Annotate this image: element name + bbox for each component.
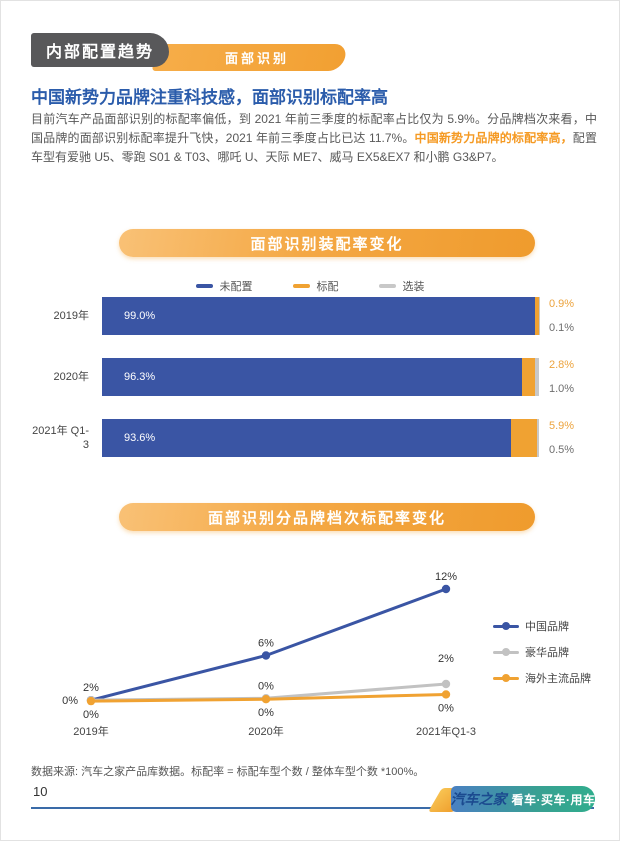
point-value-label: 2%	[438, 653, 454, 665]
data-point	[441, 690, 451, 699]
legend-label: 豪华品牌	[525, 647, 569, 659]
legend-line-swatch-icon	[493, 674, 519, 682]
bar-segment	[534, 358, 539, 396]
bar-segment	[534, 297, 539, 335]
legend-item: 海外主流品牌	[493, 665, 591, 691]
bar-row: 2019年 99.0% 0.9% 0.1%	[31, 297, 591, 335]
legend-label: 中国品牌	[525, 621, 569, 633]
bar-side-labels: 2.8% 1.0%	[539, 359, 591, 395]
bar-row: 2020年 96.3% 2.8% 1.0%	[31, 358, 591, 396]
legend-swatch-icon	[292, 284, 310, 288]
section-heading: 中国新势力品牌注重科技感，面部识别标配率高	[31, 88, 388, 107]
legend-label: 海外主流品牌	[525, 673, 591, 685]
brand-logo: 汽车之家 看车·买车·用车	[451, 786, 595, 812]
bar-value-label: 1.0%	[549, 383, 575, 395]
primary-tab: 内部配置趋势	[31, 33, 169, 67]
legend-label: 标配	[316, 281, 339, 293]
bar-category-label: 2019年	[53, 310, 89, 322]
line-chart-svg: 2% 6% 12% 0% 0% 2% 0% 0% 0% 2019年 2020年 2021年Q1-3	[62, 571, 476, 738]
point-value-label: 0%	[258, 680, 274, 692]
bar-chart-legend: 未配置 标配 选装	[1, 278, 619, 294]
bar-side-labels: 0.9% 0.1%	[539, 298, 591, 334]
primary-tab-label: 内部配置趋势	[45, 44, 154, 61]
bar-chart: 2019年 99.0% 0.9% 0.1% 2020年 96.3% 2.8% 1.0% 2021…	[31, 297, 591, 480]
data-point	[261, 651, 271, 660]
bar-segment	[511, 419, 537, 457]
data-point	[86, 696, 96, 706]
bar-chart-title: 面部识别装配率变化	[250, 235, 404, 253]
page-number: 10	[33, 784, 48, 799]
bar-value-label: 93.6%	[124, 432, 156, 444]
brand-logo-tagline: 看车·买车·用车	[511, 792, 596, 807]
line-chart-title: 面部识别分品牌档次标配率变化	[207, 509, 446, 527]
data-point	[441, 584, 451, 594]
data-source-note: 数据来源: 汽车之家产品库数据。标配率 = 标配车型个数 / 整体车型个数 *1…	[31, 766, 425, 778]
bar-value-label: 5.9%	[549, 420, 575, 432]
body-paragraph: 目前汽车产品面部识别的标配率偏低，到 2021 年前三季度的标配率占比仅为 5.…	[31, 110, 597, 167]
bar-segment: 96.3%	[102, 358, 523, 396]
secondary-tab-label: 面部识别	[224, 51, 289, 66]
bar-segment	[522, 358, 535, 396]
line-chart: 2% 6% 12% 0% 0% 2% 0% 0% 0% 2019年 2020年 2021年Q1-3	[36, 569, 506, 747]
point-value-label: 0%	[83, 709, 99, 721]
data-point	[261, 695, 271, 704]
legend-swatch-icon	[378, 284, 396, 288]
bar-value-label: 0.1%	[549, 322, 575, 334]
legend-item: 标配	[292, 278, 339, 294]
point-value-label: 0%	[62, 695, 78, 707]
line-chart-title-banner: 面部识别分品牌档次标配率变化	[119, 503, 535, 531]
legend-item: 豪华品牌	[493, 639, 591, 665]
bar-segment	[536, 419, 539, 457]
legend-line-swatch-icon	[493, 648, 519, 656]
point-value-label: 2%	[83, 682, 99, 694]
bar-segment: 99.0%	[102, 297, 535, 335]
point-value-label: 6%	[258, 638, 274, 650]
bar-value-label: 2.8%	[549, 359, 575, 371]
paragraph-text-1: 目前汽车产品面部识别的标配率偏低，到 2021 年前三季度的标配率占比仅为 5.…	[31, 112, 597, 145]
bar-row: 2021年 Q1-3 93.6% 5.9% 0.5%	[31, 419, 591, 457]
secondary-tab: 面部识别	[169, 48, 345, 67]
data-point	[441, 679, 451, 689]
legend-line-swatch-icon	[493, 622, 519, 630]
legend-swatch-icon	[195, 284, 213, 288]
paragraph-text-2: 配置车型有爱驰 U5、零跑 S01 & T03、哪吒 U、天际 ME7、威马 E…	[31, 131, 597, 164]
bar-track: 96.3%	[102, 358, 539, 396]
bar-chart-title-banner: 面部识别装配率变化	[119, 229, 535, 257]
bar-track: 93.6%	[102, 419, 539, 457]
bar-segment: 93.6%	[102, 419, 512, 457]
x-axis-tick-label: 2019年	[73, 724, 108, 738]
bar-value-label: 0.5%	[549, 444, 575, 456]
bar-value-label: 99.0%	[124, 310, 156, 322]
legend-item: 选装	[378, 278, 425, 294]
x-axis-tick-label: 2021年Q1-3	[416, 724, 476, 738]
bar-side-labels: 5.9% 0.5%	[539, 420, 591, 456]
footer-rule	[31, 807, 594, 809]
bar-value-label: 96.3%	[124, 371, 156, 383]
point-value-label: 12%	[435, 571, 457, 583]
x-axis-tick-label: 2020年	[248, 724, 283, 738]
brand-logo-name: 汽车之家	[450, 791, 507, 807]
legend-item: 未配置	[195, 278, 253, 294]
bar-track: 99.0%	[102, 297, 539, 335]
legend-label: 选装	[402, 281, 425, 293]
bar-value-label: 0.9%	[549, 298, 575, 310]
bar-category-label: 2021年 Q1-3	[32, 425, 89, 451]
paragraph-highlight: 中国新势力品牌的标配率高，	[414, 131, 573, 145]
point-value-label: 0%	[258, 707, 274, 719]
legend-item: 中国品牌	[493, 613, 591, 639]
point-value-label: 0%	[438, 702, 454, 714]
bar-category-label: 2020年	[53, 371, 89, 383]
line-chart-legend: 中国品牌豪华品牌海外主流品牌	[493, 613, 591, 691]
legend-label: 未配置	[219, 281, 253, 293]
